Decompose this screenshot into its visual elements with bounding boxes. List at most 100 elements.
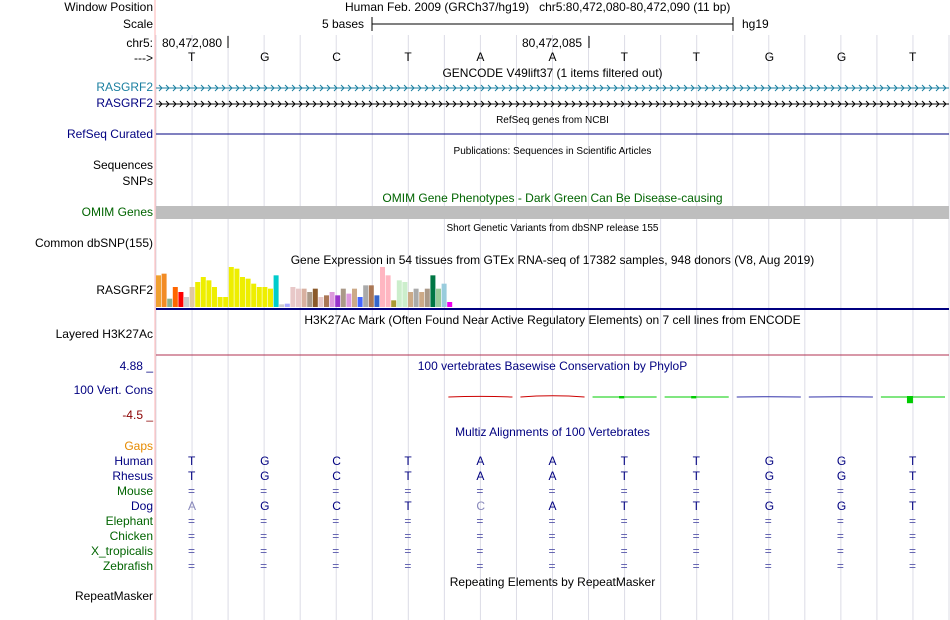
publications-track-title[interactable]: Publications: Sequences in Scientific Ar… bbox=[453, 146, 652, 157]
gencode-gene-1-chevron bbox=[662, 84, 667, 92]
gencode-gene-2-chevron bbox=[480, 100, 485, 108]
gencode-gene-1-chevron bbox=[452, 84, 457, 92]
assembly-label: hg19 bbox=[742, 17, 769, 31]
reference-base: G bbox=[260, 50, 270, 64]
gencode-gene-2-chevron bbox=[277, 100, 282, 108]
repeatmasker-track-title[interactable]: Repeating Elements by RepeatMasker bbox=[449, 575, 656, 589]
gencode-gene-1-chevron bbox=[690, 84, 695, 92]
gaps-label[interactable]: Gaps bbox=[124, 439, 153, 453]
multiz-base: = bbox=[836, 529, 844, 543]
gencode-gene-1-chevron bbox=[214, 84, 219, 92]
window-position-value[interactable]: Human Feb. 2009 (GRCh37/hg19) chr5:80,47… bbox=[345, 0, 731, 14]
gtex-tissue-bar bbox=[223, 297, 229, 307]
sequences-label[interactable]: Sequences bbox=[92, 158, 153, 172]
gencode-gene-1-chevron bbox=[256, 84, 261, 92]
phylop-min-value: -4.5 _ bbox=[122, 408, 153, 422]
gencode-gene-2-chevron bbox=[704, 100, 709, 108]
common-dbsnp-label[interactable]: Common dbSNP(155) bbox=[34, 236, 153, 250]
gencode-gene-1-chevron bbox=[634, 84, 639, 92]
gencode-item-2[interactable]: RASGRF2 bbox=[96, 96, 153, 110]
gtex-tissue-bar bbox=[352, 288, 357, 307]
multiz-base: A bbox=[548, 454, 557, 468]
phylop-label[interactable]: 100 Vert. Cons bbox=[73, 383, 153, 397]
gencode-gene-1-chevron bbox=[515, 84, 520, 92]
gencode-gene-2-chevron bbox=[662, 100, 667, 108]
snps-label[interactable]: SNPs bbox=[122, 174, 153, 188]
gencode-gene-2-chevron bbox=[305, 100, 310, 108]
h3k27ac-track-title[interactable]: H3K27Ac Mark (Often Found Near Active Re… bbox=[304, 313, 801, 327]
gtex-tissue-bar bbox=[357, 297, 363, 307]
gtex-tissue-bar bbox=[245, 278, 251, 307]
gencode-gene-1-chevron bbox=[326, 84, 331, 92]
gencode-gene-2-chevron bbox=[669, 100, 674, 108]
gencode-gene-2-chevron bbox=[732, 100, 737, 108]
gencode-gene-2-chevron bbox=[410, 100, 415, 108]
multiz-base: = bbox=[188, 559, 196, 573]
gencode-gene-1-chevron bbox=[564, 84, 569, 92]
multiz-base: C bbox=[476, 499, 486, 513]
gencode-gene-1-chevron bbox=[466, 84, 471, 92]
gtex-tissue-bar bbox=[228, 267, 234, 307]
phylop-track-title[interactable]: 100 vertebrates Basewise Conservation by… bbox=[417, 359, 688, 373]
omim-genes-label[interactable]: OMIM Genes bbox=[81, 205, 153, 219]
gencode-gene-1-chevron bbox=[382, 84, 387, 92]
gencode-gene-2-chevron bbox=[718, 100, 723, 108]
multiz-species-label[interactable]: X_tropicalis bbox=[90, 544, 153, 558]
gtex-track-title[interactable]: Gene Expression in 54 tissues from GTEx … bbox=[290, 253, 815, 267]
multiz-base: = bbox=[908, 544, 916, 558]
gtex-tissue-bar bbox=[273, 275, 279, 307]
multiz-base: = bbox=[908, 529, 916, 543]
multiz-base: = bbox=[836, 514, 844, 528]
refseq-curated-label[interactable]: RefSeq Curated bbox=[66, 127, 153, 141]
gencode-gene-2-chevron bbox=[557, 100, 562, 108]
gencode-gene-1-chevron bbox=[235, 84, 240, 92]
multiz-base: = bbox=[404, 559, 412, 573]
multiz-species-label[interactable]: Human bbox=[114, 454, 153, 468]
repeatmasker-label[interactable]: RepeatMasker bbox=[74, 589, 153, 603]
gencode-gene-1-chevron bbox=[725, 84, 730, 92]
reference-base: A bbox=[476, 50, 485, 64]
gencode-gene-2-chevron bbox=[900, 100, 905, 108]
gtex-tissue-bar bbox=[296, 288, 301, 307]
gencode-gene-2-chevron bbox=[249, 100, 254, 108]
gencode-gene-2-chevron bbox=[690, 100, 695, 108]
gtex-gene-label[interactable]: RASGRF2 bbox=[96, 283, 153, 297]
gencode-gene-1-chevron bbox=[620, 84, 625, 92]
gencode-track-title[interactable]: GENCODE V49lift37 (1 items filtered out) bbox=[442, 66, 663, 80]
multiz-species-label[interactable]: Chicken bbox=[109, 529, 153, 543]
gencode-gene-1-chevron bbox=[851, 84, 856, 92]
multiz-species-label[interactable]: Rhesus bbox=[112, 469, 153, 483]
multiz-species-label[interactable]: Dog bbox=[130, 499, 153, 513]
gencode-gene-1-chevron bbox=[494, 84, 499, 92]
gtex-tissue-bar bbox=[441, 283, 447, 307]
gencode-gene-1-chevron bbox=[613, 84, 618, 92]
gencode-gene-2-chevron bbox=[788, 100, 793, 108]
multiz-species-label[interactable]: Mouse bbox=[116, 484, 153, 498]
gencode-gene-1-chevron bbox=[319, 84, 324, 92]
gtex-tissue-bar bbox=[318, 297, 324, 307]
gencode-gene-2-chevron bbox=[655, 100, 660, 108]
multiz-base: = bbox=[476, 484, 484, 498]
gencode-gene-2-chevron bbox=[214, 100, 219, 108]
gencode-gene-2-chevron bbox=[571, 100, 576, 108]
gencode-gene-1-chevron bbox=[788, 84, 793, 92]
omim-track-title[interactable]: OMIM Gene Phenotypes - Dark Green Can Be… bbox=[382, 191, 723, 205]
multiz-base: G bbox=[764, 469, 775, 483]
multiz-track-title[interactable]: Multiz Alignments of 100 Vertebrates bbox=[455, 425, 650, 439]
h3k27ac-label[interactable]: Layered H3K27Ac bbox=[55, 327, 153, 341]
gencode-gene-2-chevron bbox=[326, 100, 331, 108]
gencode-gene-2-chevron bbox=[452, 100, 457, 108]
gencode-gene-1-chevron bbox=[410, 84, 415, 92]
multiz-species-label[interactable]: Elephant bbox=[105, 514, 153, 528]
gtex-tissue-bar bbox=[251, 283, 257, 307]
gencode-item-1[interactable]: RASGRF2 bbox=[96, 80, 153, 94]
dbsnp-track-title[interactable]: Short Genetic Variants from dbSNP releas… bbox=[446, 223, 659, 234]
multiz-base: = bbox=[692, 544, 700, 558]
refseq-track-title[interactable]: RefSeq genes from NCBI bbox=[496, 115, 609, 126]
multiz-base: C bbox=[332, 469, 341, 483]
multiz-species-label[interactable]: Zebrafish bbox=[102, 559, 153, 573]
gencode-gene-1-chevron bbox=[809, 84, 814, 92]
gencode-gene-1-chevron bbox=[431, 84, 436, 92]
gencode-gene-2-chevron bbox=[725, 100, 730, 108]
